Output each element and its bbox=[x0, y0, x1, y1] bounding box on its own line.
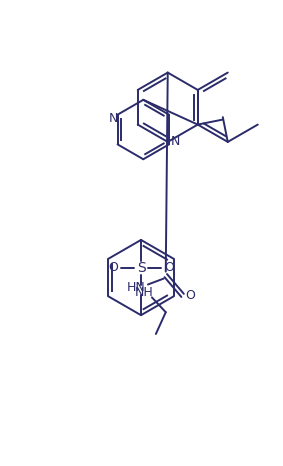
Text: NH: NH bbox=[135, 286, 153, 299]
Text: HN: HN bbox=[127, 281, 145, 294]
Text: O: O bbox=[186, 289, 196, 302]
Text: N: N bbox=[171, 136, 180, 148]
Text: N: N bbox=[109, 112, 118, 125]
Text: O: O bbox=[108, 261, 118, 274]
Text: O: O bbox=[164, 261, 174, 274]
Text: S: S bbox=[137, 260, 145, 274]
